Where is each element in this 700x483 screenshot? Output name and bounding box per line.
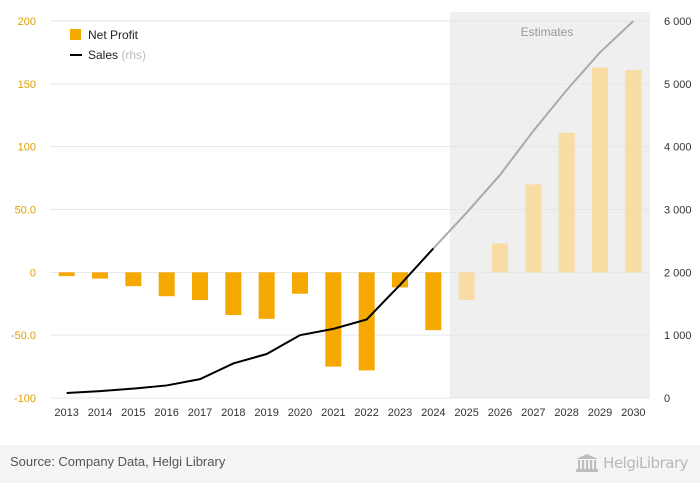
net-profit-bar — [458, 272, 475, 300]
left-tick-label: 0 — [30, 267, 36, 279]
net-profit-bar — [225, 272, 242, 316]
x-tick-label: 2017 — [188, 407, 212, 419]
chart: Estimates 200 150 100 50.0 0 -50.0 -100 6 000 5 0… — [11, 12, 692, 419]
net-profit-bar — [158, 272, 175, 297]
helgi-library-logo: HelgiLibrary — [575, 452, 688, 474]
library-building-icon — [576, 454, 599, 472]
source-text: Source: Company Data, Helgi Library — [10, 454, 226, 469]
x-tick-label: 2028 — [554, 407, 578, 419]
right-tick-label: 0 — [664, 393, 670, 405]
net-profit-bar — [92, 272, 108, 279]
x-tick-label: 2023 — [388, 407, 412, 419]
footer: Source: Company Data, Helgi Library Helg… — [0, 445, 700, 483]
net-profit-bar — [125, 272, 142, 287]
x-tick-label: 2024 — [421, 407, 445, 419]
x-tick-label: 2030 — [621, 407, 645, 419]
net-profit-bar — [258, 272, 275, 319]
right-tick-label: 3 000 — [664, 205, 692, 217]
left-tick-label: 50.0 — [15, 205, 36, 217]
estimates-region — [450, 12, 650, 398]
right-tick-label: 4 000 — [664, 142, 692, 154]
x-tick-label: 2015 — [121, 407, 145, 419]
net-profit-bar — [325, 272, 342, 367]
right-tick-label: 6 000 — [664, 16, 692, 28]
left-tick-label: 100 — [18, 142, 36, 154]
net-profit-bar — [492, 243, 508, 273]
sales-line-actual — [66, 247, 435, 394]
sales-line-estimate — [432, 20, 635, 250]
estimates-label: Estimates — [521, 25, 574, 39]
net-profit-bar — [525, 184, 542, 273]
right-tick-label: 1 000 — [664, 330, 692, 342]
x-tick-label: 2026 — [488, 407, 512, 419]
x-tick-label: 2027 — [521, 407, 545, 419]
x-tick-label: 2016 — [154, 407, 178, 419]
left-tick-label: 200 — [18, 16, 36, 28]
x-tick-label: 2020 — [288, 407, 312, 419]
net-profit-bar — [358, 272, 375, 371]
net-profit-bar — [592, 67, 608, 273]
right-tick-label: 2 000 — [664, 267, 692, 279]
x-tick-label: 2013 — [54, 407, 78, 419]
x-tick-label: 2022 — [354, 407, 378, 419]
net-profit-bar — [192, 272, 208, 300]
right-tick-label: 5 000 — [664, 79, 692, 91]
net-profit-bar — [392, 272, 408, 288]
net-profit-bar — [625, 70, 642, 273]
x-tick-label: 2019 — [254, 407, 278, 419]
logo-text: HelgiLibrary — [603, 454, 688, 472]
legend-sales-rhs-note: (rhs) — [121, 48, 146, 62]
left-tick-label: -50.0 — [11, 330, 36, 342]
left-tick-label: -100 — [14, 393, 36, 405]
net-profit-bar — [292, 272, 308, 294]
legend-net-profit-swatch — [70, 29, 81, 40]
x-tick-label: 2014 — [88, 407, 112, 419]
x-tick-label: 2029 — [588, 407, 612, 419]
net-profit-bar — [58, 272, 75, 277]
x-tick-label: 2025 — [454, 407, 478, 419]
x-tick-label: 2021 — [321, 407, 345, 419]
x-tick-label: 2018 — [221, 407, 245, 419]
legend-sales-label: Sales (rhs) — [88, 48, 146, 62]
left-tick-label: 150 — [18, 79, 36, 91]
net-profit-bar — [558, 132, 575, 273]
net-profit-bar — [425, 272, 442, 331]
legend-net-profit-label: Net Profit — [88, 28, 139, 42]
